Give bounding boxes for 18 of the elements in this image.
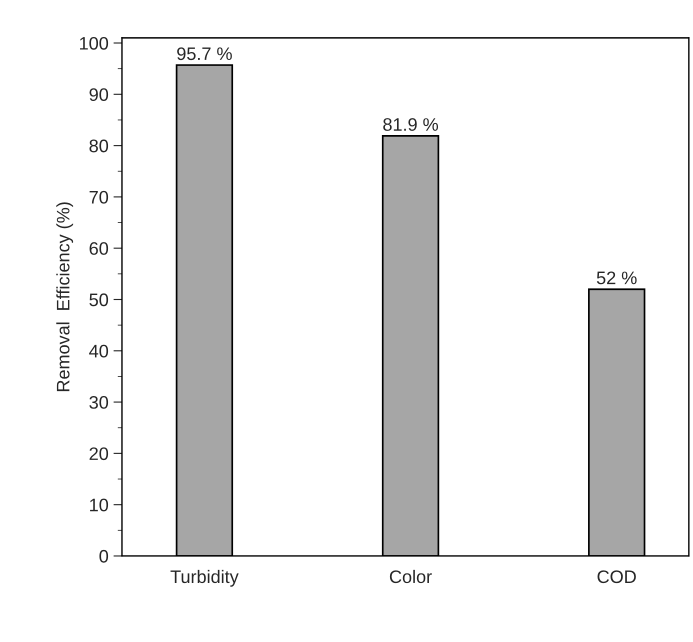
data-label: 52 % (596, 271, 637, 284)
y-tick-label: 40 (89, 344, 108, 358)
y-tick-label: 50 (89, 293, 108, 306)
x-tick-label: Color (390, 570, 432, 584)
y-tick-label: 60 (90, 242, 108, 255)
y-tick-label: 30 (89, 396, 108, 409)
x-tick-label: Turbidity (170, 570, 239, 587)
y-axis-title: Removal Efficiency (%) (56, 202, 74, 392)
y-tick-label: 0 (99, 550, 108, 563)
data-label: 95.7 % (177, 47, 232, 60)
y-tick-label: 100 (80, 36, 108, 50)
y-tick-label: 10 (90, 498, 108, 512)
y-tick-label: 20 (90, 447, 108, 460)
y-tick-label: 70 (90, 190, 108, 204)
y-tick-label: 80 (89, 140, 108, 152)
x-tick-label: COD (598, 570, 636, 584)
y-tick-label: 90 (90, 88, 108, 102)
data-label: 81.9 % (383, 118, 438, 131)
